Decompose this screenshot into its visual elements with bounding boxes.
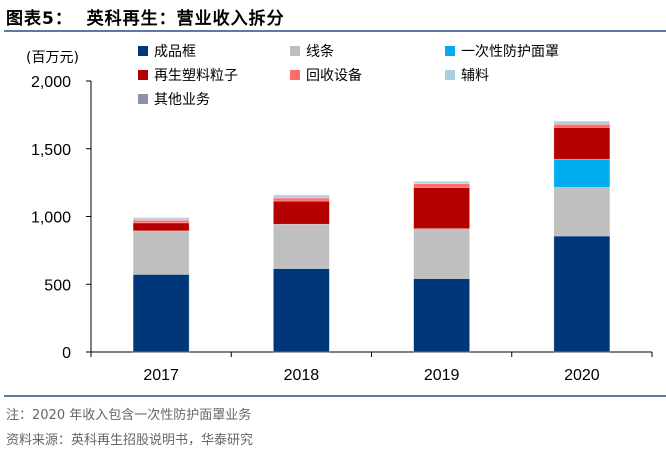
bar-segment-2017-成品框	[132, 274, 190, 353]
legend-item: 再生塑料粒子	[138, 65, 238, 85]
bar-segment-2018-回收设备	[273, 197, 330, 202]
legend-label: 辅料	[461, 68, 489, 84]
legend-item: 一次性防护面罩	[445, 41, 559, 61]
legend-label: 再生塑料粒子	[154, 68, 238, 84]
legend-item: 辅料	[445, 65, 489, 85]
legend-swatch	[138, 94, 148, 104]
title-divider	[4, 30, 666, 32]
y-tick-label: 2,000	[31, 74, 71, 91]
chart-note: 注：2020 年收入包含一次性防护面罩业务	[6, 408, 252, 423]
x-tick-label: 2018	[284, 367, 320, 384]
bar-segment-2020-线条	[553, 187, 611, 237]
bar-segment-2020-回收设备	[553, 123, 611, 128]
bar-segment-2020-成品框	[553, 235, 611, 353]
bar-segment-2019-辅料	[413, 181, 470, 185]
bar-segment-2018-辅料	[273, 194, 330, 199]
y-tick-label: 500	[44, 277, 71, 294]
legend-label: 线条	[306, 44, 334, 60]
x-tick-label: 2017	[143, 367, 179, 384]
legend-label: 其他业务	[154, 92, 210, 108]
bar-segment-2020-再生塑料粒子	[553, 127, 611, 160]
bar-segment-2018-线条	[273, 223, 330, 269]
legend-item: 线条	[290, 41, 334, 61]
bar-segment-2017-线条	[132, 230, 190, 275]
stacked-bar-chart: 0 500 1,000 1,500 2,000 2017 2018 2019 2020	[31, 74, 653, 384]
bar-segment-2018-再生塑料粒子	[273, 200, 330, 225]
legend-item: 回收设备	[290, 65, 362, 85]
bar-segment-2018-成品框	[273, 268, 330, 353]
bar-segment-2020-一次性防护面罩	[553, 158, 611, 188]
y-axis-unit: (百万元)	[26, 50, 79, 66]
legend-swatch	[290, 70, 300, 80]
bar-segment-2020-辅料	[553, 121, 611, 125]
bar-segment-2017-再生塑料粒子	[132, 222, 190, 232]
legend-label: 回收设备	[306, 68, 362, 84]
legend-swatch	[138, 70, 148, 80]
bar-segment-2017-辅料	[132, 217, 190, 221]
figure-title: 图表5： 英科再生：营业收入拆分	[6, 9, 285, 29]
y-tick-label: 1,000	[31, 210, 71, 227]
legend-item: 其他业务	[138, 89, 210, 109]
legend-item: 成品框	[138, 41, 196, 61]
legend-swatch	[445, 70, 455, 80]
source-note: 资料来源：英科再生招股说明书，华泰研究	[6, 433, 254, 448]
legend-swatch	[290, 46, 300, 56]
bar-segment-2019-线条	[413, 228, 470, 279]
bar-segment-2019-成品框	[413, 278, 470, 353]
bar-segment-2019-回收设备	[413, 183, 470, 188]
footer-divider	[4, 395, 666, 397]
bar-segment-2019-再生塑料粒子	[413, 187, 470, 229]
y-tick-label: 1,500	[31, 142, 71, 159]
x-tick-label: 2019	[424, 367, 460, 384]
legend-label: 成品框	[154, 44, 196, 60]
y-tick-label: 0	[62, 345, 71, 362]
legend-swatch	[138, 46, 148, 56]
bar-segment-2017-回收设备	[132, 219, 190, 224]
legend-label: 一次性防护面罩	[461, 44, 559, 60]
x-tick-label: 2020	[564, 367, 600, 384]
legend-swatch	[445, 46, 455, 56]
